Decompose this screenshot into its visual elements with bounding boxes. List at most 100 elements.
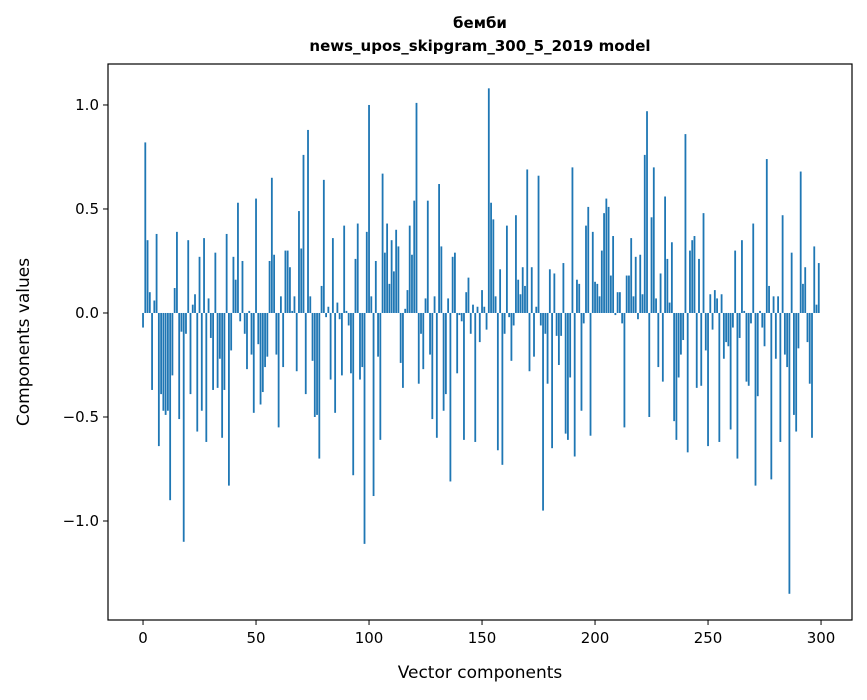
- bar-147: [474, 312, 477, 442]
- bar-217: [632, 296, 635, 313]
- bar-51: [257, 312, 260, 345]
- bar-118: [408, 225, 411, 313]
- bar-83: [329, 312, 332, 380]
- bar-287: [790, 252, 793, 313]
- bar-239: [682, 312, 685, 341]
- bar-5: [153, 300, 156, 313]
- bar-37: [225, 233, 228, 313]
- bar-11: [166, 312, 169, 411]
- bar-299: [817, 263, 820, 313]
- bar-280: [774, 312, 777, 359]
- bar-43: [239, 312, 242, 322]
- bar-16: [178, 312, 181, 420]
- bar-1: [144, 142, 147, 313]
- bar-148: [476, 306, 479, 313]
- y-tick-label: −1.0: [63, 512, 99, 530]
- bar-252: [711, 312, 714, 330]
- bar-297: [813, 246, 816, 313]
- bar-86: [336, 302, 339, 313]
- bar-100: [368, 104, 370, 313]
- bar-92: [350, 312, 352, 374]
- bar-15: [176, 231, 178, 313]
- bar-253: [713, 290, 716, 313]
- bar-62: [282, 312, 285, 368]
- bar-186: [562, 263, 565, 313]
- bar-245: [695, 312, 698, 388]
- bar-125: [424, 298, 427, 313]
- bar-152: [485, 312, 488, 330]
- bar-235: [673, 312, 676, 422]
- bar-13: [171, 312, 174, 376]
- bar-272: [756, 312, 759, 397]
- bar-31: [212, 312, 214, 390]
- bar-209: [614, 312, 617, 316]
- bar-234: [670, 242, 673, 313]
- bar-40: [232, 256, 235, 313]
- bar-76: [313, 312, 316, 417]
- bar-36: [223, 312, 226, 390]
- bar-7: [157, 312, 160, 447]
- bar-44: [241, 260, 244, 313]
- chart-title: бемби: [453, 14, 507, 32]
- bar-129: [433, 296, 436, 313]
- bar-276: [765, 159, 768, 313]
- bar-107: [383, 252, 386, 313]
- bar-254: [716, 298, 718, 313]
- bar-205: [605, 198, 608, 313]
- bar-80: [322, 179, 325, 313]
- bar-206: [607, 206, 610, 313]
- axes-frame: [107, 63, 853, 621]
- x-tick-label: 200: [581, 629, 610, 647]
- bar-121: [415, 102, 418, 313]
- bar-187: [564, 312, 567, 434]
- bar-84: [331, 238, 334, 313]
- bar-71: [302, 154, 305, 313]
- bar-296: [811, 312, 813, 438]
- bar-278: [770, 312, 773, 480]
- bar-195: [582, 312, 585, 324]
- bar-241: [686, 312, 689, 453]
- bar-293: [804, 267, 807, 313]
- bar-28: [205, 312, 208, 442]
- bar-262: [734, 250, 737, 313]
- bar-159: [501, 312, 504, 465]
- bar-60: [277, 312, 280, 428]
- bar-228: [657, 312, 660, 368]
- bar-226: [652, 167, 655, 313]
- bar-286: [788, 312, 791, 594]
- bar-216: [630, 238, 633, 313]
- bar-182: [553, 273, 556, 313]
- bar-170: [526, 169, 529, 313]
- bar-72: [304, 312, 307, 395]
- bar-134: [444, 312, 447, 395]
- x-axis-ticks: 0 50 100 150 200 250 300: [138, 620, 835, 647]
- bar-281: [777, 296, 780, 313]
- bar-12: [169, 312, 172, 501]
- bar-111: [392, 271, 395, 313]
- bar-233: [668, 302, 671, 313]
- bar-176: [539, 312, 542, 326]
- bar-189: [569, 312, 572, 378]
- bar-123: [420, 312, 422, 334]
- bar-172: [530, 267, 533, 313]
- bar-126: [426, 200, 429, 313]
- bar-24: [196, 312, 199, 432]
- y-axis-label: Components values: [14, 258, 34, 426]
- bar-143: [465, 292, 468, 313]
- bar-265: [741, 240, 743, 313]
- bar-133: [442, 312, 445, 411]
- bar-177: [542, 312, 544, 511]
- x-tick-label: 50: [246, 629, 265, 647]
- bar-39: [230, 312, 233, 351]
- bar-201: [596, 283, 599, 313]
- bar-4: [151, 312, 153, 390]
- bar-211: [618, 292, 621, 313]
- bar-87: [338, 312, 341, 320]
- bar-295: [808, 312, 811, 384]
- bar-242: [689, 250, 691, 313]
- bar-30: [209, 312, 212, 338]
- bar-197: [587, 206, 590, 313]
- bar-69: [298, 211, 300, 313]
- bar-232: [666, 258, 669, 313]
